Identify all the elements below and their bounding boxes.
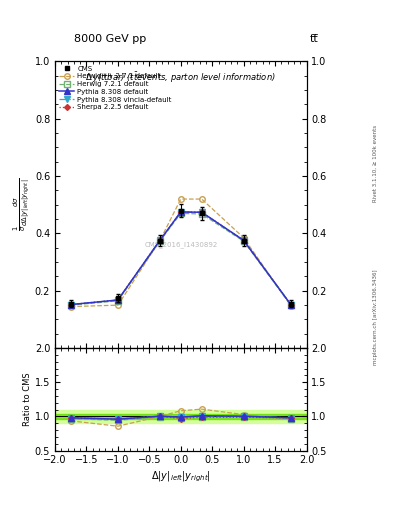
Text: mcplots.cern.ch [arXiv:1306.3436]: mcplots.cern.ch [arXiv:1306.3436] xyxy=(373,270,378,365)
X-axis label: $\Delta|y|_{left}|y_{right}|$: $\Delta|y|_{left}|y_{right}|$ xyxy=(151,470,211,484)
Text: Rivet 3.1.10, ≥ 100k events: Rivet 3.1.10, ≥ 100k events xyxy=(373,125,378,202)
Bar xyxy=(55,410,307,422)
Text: CMS_2016_I1430892: CMS_2016_I1430892 xyxy=(144,242,217,248)
Legend: CMS, Herwig++ 2.7.1 default, Herwig 7.2.1 default, Pythia 8.308 default, Pythia : CMS, Herwig++ 2.7.1 default, Herwig 7.2.… xyxy=(58,64,173,112)
Y-axis label: Ratio to CMS: Ratio to CMS xyxy=(23,373,32,426)
Text: 8000 GeV pp: 8000 GeV pp xyxy=(74,33,146,44)
Text: tt̅: tt̅ xyxy=(310,33,319,44)
Y-axis label: $\frac{1}{\sigma}\frac{d\sigma}{d\Delta|y|_{left}|y_{right}|}$: $\frac{1}{\sigma}\frac{d\sigma}{d\Delta|… xyxy=(11,178,32,231)
Text: $\Delta\,y$(ttbar) (t$\bar{t}$events, parton level information): $\Delta\,y$(ttbar) (t$\bar{t}$events, pa… xyxy=(85,70,276,85)
Bar xyxy=(55,414,307,419)
